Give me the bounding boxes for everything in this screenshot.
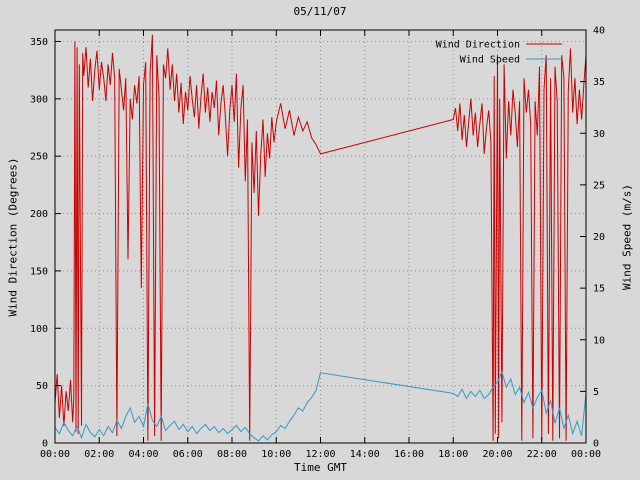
x-tick-label: 02:00 (84, 449, 114, 460)
x-tick-label: 18:00 (438, 449, 468, 460)
legend-label: Wind Speed (460, 55, 520, 66)
x-tick-label: 00:00 (40, 449, 70, 460)
x-tick-label: 00:00 (571, 449, 601, 460)
x-tick-label: 10:00 (261, 449, 291, 460)
x-tick-label: 20:00 (482, 449, 512, 460)
x-tick-label: 04:00 (128, 449, 158, 460)
y-right-tick-label: 40 (593, 26, 605, 37)
y-right-tick-label: 20 (593, 232, 605, 243)
y-axis-label-left: Wind Direction (Degrees) (6, 157, 20, 317)
y-left-tick-label: 100 (30, 324, 48, 335)
y-left-tick-label: 150 (30, 266, 48, 277)
x-tick-label: 22:00 (527, 449, 557, 460)
y-right-tick-label: 15 (593, 284, 605, 295)
y-right-tick-label: 30 (593, 129, 605, 140)
x-tick-label: 12:00 (305, 449, 335, 460)
y-left-tick-label: 350 (30, 37, 48, 48)
x-tick-label: 16:00 (394, 449, 424, 460)
x-tick-label: 08:00 (217, 449, 247, 460)
y-left-tick-label: 50 (36, 381, 48, 392)
y-left-tick-label: 0 (42, 439, 48, 450)
y-right-tick-label: 25 (593, 180, 605, 191)
chart-title: 05/11/07 (293, 5, 347, 18)
legend-label: Wind Direction (436, 40, 520, 51)
y-right-tick-label: 10 (593, 335, 605, 346)
y-right-tick-label: 5 (593, 387, 599, 398)
y-left-tick-label: 250 (30, 152, 48, 163)
y-left-tick-label: 300 (30, 94, 48, 105)
wind-speed-line (54, 370, 587, 442)
y-axis-label-right: Wind Speed (m/s) (620, 184, 634, 290)
y-left-tick-label: 200 (30, 209, 48, 220)
y-right-tick-label: 0 (593, 439, 599, 450)
x-tick-label: 14:00 (350, 449, 380, 460)
x-tick-label: 06:00 (173, 449, 203, 460)
y-right-tick-label: 35 (593, 77, 605, 88)
wind-direction-line (54, 34, 587, 441)
x-axis-label: Time GMT (294, 461, 347, 474)
